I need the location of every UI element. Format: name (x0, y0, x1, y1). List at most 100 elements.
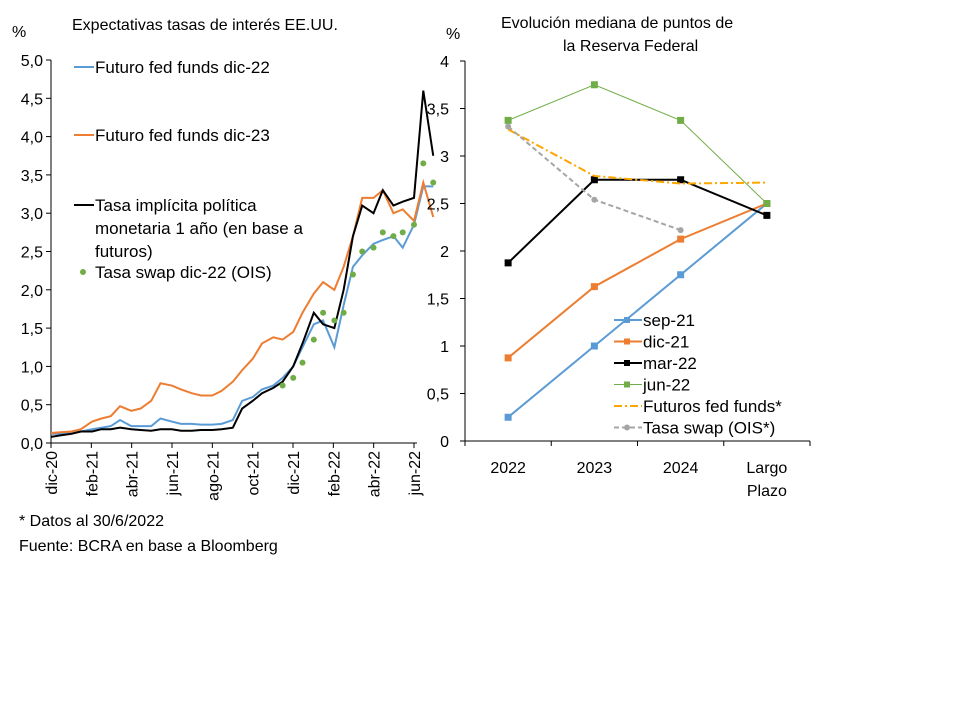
right-y-tick-label: 1 (440, 339, 449, 356)
left-x-tick-label: jun-22 (407, 451, 424, 497)
dots-marker-sep-21 (590, 342, 598, 350)
left-x-tick-label: dic-21 (286, 451, 303, 495)
dots-marker-Tasa swap (OIS*) (591, 196, 598, 203)
left-x-tick-label: ago-21 (205, 451, 222, 501)
dots-line-jun-22 (507, 84, 768, 204)
left-y-tick-label: 2,0 (21, 283, 43, 300)
dots-marker-sep-21 (504, 413, 512, 421)
right-legend-label: Tasa swap (OIS*) (643, 419, 775, 438)
ois-point (359, 248, 366, 255)
right-legend-label: jun-22 (642, 376, 690, 395)
ois-point (411, 221, 417, 228)
ois-point (279, 382, 286, 389)
dots-marker-jun-22 (590, 81, 598, 89)
legend-marker-ois (80, 269, 86, 275)
left-y-tick-label: 0,0 (21, 436, 43, 453)
ois-point (331, 317, 338, 324)
dots-marker-mar-22 (763, 211, 771, 219)
right-x-tick-label: Largo (746, 460, 787, 477)
left-y-tick-label: 5,0 (21, 53, 43, 70)
left-y-tick-label: 4,0 (21, 130, 43, 147)
left-y-unit: % (12, 24, 27, 41)
right-chart-title-line2: la Reserva Federal (563, 38, 699, 55)
ois-point (390, 233, 397, 240)
right-legend-label: mar-22 (643, 354, 697, 373)
ois-point (320, 309, 327, 316)
left-x-tick-label: feb-22 (326, 451, 343, 496)
left-x-tick-label: oct-21 (246, 451, 263, 496)
right-x-tick-label: 2024 (663, 460, 699, 477)
dots-marker-Tasa swap (OIS*) (505, 123, 512, 130)
right-legend-marker (624, 338, 630, 345)
dots-line-Futuros fed funds* (507, 128, 767, 185)
left-x-tick-label: abr-22 (367, 451, 384, 497)
ois-point (299, 359, 306, 366)
right-chart-title-line1: Evolución mediana de puntos de (501, 15, 734, 32)
right-legend-label: dic-21 (643, 333, 689, 352)
note-date: * Datos al 30/6/2022 (19, 513, 164, 530)
left-y-tick-label: 2,5 (21, 245, 43, 262)
left-y-tick-label: 0,5 (21, 398, 43, 415)
right-legend-marker (624, 360, 630, 366)
dots-marker-jun-22 (677, 116, 685, 124)
left-chart-title: Expectativas tasas de interés EE.UU. (72, 17, 338, 34)
ois-point (349, 271, 356, 278)
left-y-tick-label: 1,0 (21, 359, 43, 376)
dots-line-sep-21 (507, 202, 768, 419)
ois-point (420, 160, 427, 167)
right-y-tick-label: 0 (440, 434, 449, 451)
series-line-1 (51, 185, 434, 435)
left-y-tick-label: 1,5 (21, 321, 43, 338)
note-source: Fuente: BCRA en base a Bloomberg (19, 538, 278, 555)
ois-point (379, 229, 386, 236)
dots-marker-jun-22 (763, 200, 771, 207)
dots-marker-mar-22 (504, 259, 512, 267)
left-x-tick-label: jun-21 (165, 451, 182, 497)
ois-point (430, 179, 437, 186)
right-legend-label: sep-21 (643, 311, 695, 330)
dots-marker-dic-21 (590, 283, 598, 291)
legend-label-2: Futuro fed funds dic-23 (95, 126, 270, 145)
right-legend-marker (624, 381, 630, 388)
ois-point (370, 244, 377, 251)
right-y-tick-label: 2,5 (427, 197, 449, 214)
right-y-unit: % (446, 26, 461, 43)
dots-marker-Tasa swap (OIS*) (677, 227, 684, 234)
right-legend-label: Futuros fed funds* (643, 397, 782, 416)
dots-marker-dic-21 (677, 235, 685, 243)
ois-point (399, 229, 406, 236)
right-y-tick-label: 3,5 (427, 102, 449, 119)
legend-label-1: Futuro fed funds dic-22 (95, 58, 270, 77)
dots-marker-mar-22 (677, 176, 685, 184)
dots-line-mar-22 (507, 178, 768, 264)
dots-marker-dic-21 (504, 354, 512, 362)
left-x-tick-label: dic-20 (44, 451, 61, 495)
right-legend-marker (624, 424, 630, 431)
dots-marker-sep-21 (677, 271, 685, 279)
left-y-tick-label: 4,5 (21, 91, 43, 108)
left-x-tick-label: feb-21 (84, 451, 101, 496)
series-line-2 (50, 178, 435, 435)
right-x-tick-label: 2022 (490, 460, 526, 477)
ois-point (290, 374, 297, 381)
ois-point (340, 309, 347, 316)
legend-label-3: Tasa implícita política (95, 196, 257, 215)
right-legend-marker (624, 317, 630, 323)
left-x-tick-label: abr-21 (125, 451, 142, 497)
right-y-tick-label: 0,5 (427, 387, 449, 404)
left-y-tick-label: 3,5 (21, 168, 43, 185)
legend-label-3: monetaria 1 año (en base a (95, 219, 303, 238)
right-y-tick-label: 1,5 (427, 292, 449, 309)
right-y-tick-label: 3 (440, 149, 449, 166)
left-y-tick-label: 3,0 (21, 206, 43, 223)
legend-label-3: futuros) (95, 242, 153, 261)
dots-marker-jun-22 (504, 116, 512, 124)
legend-label-4: Tasa swap dic-22 (OIS) (95, 263, 272, 282)
right-y-tick-label: 2 (440, 244, 449, 261)
dots-line-dic-21 (507, 202, 768, 359)
right-y-tick-label: 4 (440, 54, 449, 71)
series-line-3 (50, 90, 435, 438)
dots-marker-mar-22 (590, 176, 598, 184)
